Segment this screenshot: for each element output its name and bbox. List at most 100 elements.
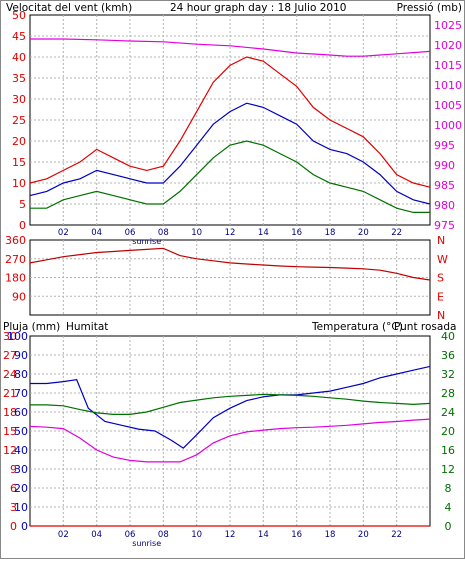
pressure-tick-label: 990 (434, 159, 455, 172)
pressure-tick-label: 1025 (434, 19, 462, 32)
x-tick-label: 02 (58, 530, 69, 540)
temperature-tick-label: 12 (441, 463, 455, 476)
rain-tick-label: 6 (10, 482, 17, 495)
rain-tick-label: 24 (3, 368, 17, 381)
rain-tick-label: 15 (3, 425, 17, 438)
humidity-tick-label: 40 (14, 444, 28, 457)
dewpoint-axis-label: Punt rosada (394, 321, 456, 333)
wind-tick-label: 5 (19, 198, 26, 211)
temperature-axis-label: Temperatura (°C) (311, 321, 403, 333)
direction-tick-label: 90 (12, 290, 26, 303)
rain-tick-label: 27 (3, 349, 17, 362)
temperature-tick-label: 32 (441, 368, 455, 381)
rain-axis-label: Pluja (mm) (3, 321, 60, 333)
wind-tick-label: 35 (12, 72, 26, 85)
pressure-tick-label: 975 (434, 219, 455, 232)
direction-tick-label: 270 (5, 253, 26, 266)
rain-tick-label: 0 (10, 520, 17, 533)
pressure-tick-label: 980 (434, 199, 455, 212)
direction-label: W (437, 253, 448, 266)
x-tick-label: 10 (191, 228, 202, 238)
humidity-tick-label: 30 (14, 463, 28, 476)
pressure-tick-label: 1000 (434, 119, 462, 132)
pressure-tick-label: 1020 (434, 39, 462, 52)
x-tick-label: 04 (91, 530, 102, 540)
rain-tick-label: 30 (3, 330, 17, 343)
series-line-temp-green (30, 393, 431, 415)
temperature-tick-label: 4 (445, 501, 452, 514)
x-tick-label: 20 (358, 228, 369, 238)
humidity-tick-label: 70 (14, 387, 28, 400)
series-line-direction (29, 247, 431, 281)
direction-label: N (437, 309, 445, 322)
temperature-tick-label: 36 (441, 349, 455, 362)
direction-label: S (437, 272, 444, 285)
temperature-tick-label: 40 (441, 330, 455, 343)
rain-tick-label: 12 (3, 444, 17, 457)
series-line-green (30, 140, 430, 213)
wind-tick-label: 20 (12, 135, 26, 148)
wind-tick-label: 30 (12, 93, 26, 106)
x-tick-label: 16 (291, 228, 302, 238)
temperature-tick-label: 24 (441, 406, 455, 419)
humidity-tick-label: 10 (14, 501, 28, 514)
pressure-tick-label: 1005 (434, 99, 462, 112)
temperature-tick-label: 8 (445, 482, 452, 495)
x-tick-label: 10 (191, 530, 202, 540)
temperature-tick-label: 28 (441, 387, 455, 400)
humidity-tick-label: 100 (7, 330, 28, 343)
humidity-axis-label: Humitat (66, 321, 108, 333)
x-tick-label: 18 (325, 530, 336, 540)
humidity-tick-label: 50 (14, 425, 28, 438)
panel-1: Velocitat del vent (kmh) 24 hour graph d… (6, 2, 462, 226)
x-tick-label: 06 (125, 530, 136, 540)
direction-label: N (437, 234, 445, 247)
sunrise-label: sunrise (132, 237, 161, 246)
x-tick-label: 02 (58, 228, 69, 238)
series-line-temp-magenta (29, 418, 431, 463)
wind-tick-label: 0 (19, 219, 26, 232)
pressure-axis-label: Pressió (mb) (397, 2, 462, 14)
x-tick-label: 16 (291, 530, 302, 540)
rain-tick-label: 3 (10, 501, 17, 514)
chart-marks: 0510152025303540455097598098599099510001… (3, 9, 462, 548)
x-tick-label: 18 (325, 228, 336, 238)
x-tick-label: 22 (391, 530, 402, 540)
temperature-tick-label: 20 (441, 425, 455, 438)
temperature-tick-label: 16 (441, 444, 455, 457)
pressure-tick-label: 995 (434, 139, 455, 152)
rain-tick-label: 18 (3, 406, 17, 419)
direction-label: E (437, 290, 444, 303)
sunrise-label: sunrise (132, 539, 161, 548)
x-tick-label: 12 (225, 228, 236, 238)
humidity-tick-label: 60 (14, 406, 28, 419)
x-tick-label: 04 (91, 228, 102, 238)
humidity-tick-label: 80 (14, 368, 28, 381)
wind-tick-label: 10 (12, 177, 26, 190)
humidity-tick-label: 20 (14, 482, 28, 495)
direction-tick-label: 360 (5, 234, 26, 247)
series-line-red (29, 56, 431, 188)
pressure-tick-label: 1015 (434, 59, 462, 72)
x-tick-label: 14 (258, 530, 269, 540)
direction-tick-label: 180 (5, 272, 26, 285)
wind-tick-label: 25 (12, 114, 26, 127)
x-tick-label: 08 (158, 530, 169, 540)
wind-tick-label: 45 (12, 30, 26, 43)
humidity-tick-label: 90 (14, 349, 28, 362)
wind-axis-label: Velocitat del vent (kmh) (6, 2, 132, 14)
pressure-tick-label: 1010 (434, 79, 462, 92)
series-line-magenta (30, 38, 431, 57)
chart-title: 24 hour graph day : 18 Julio 2010 (170, 2, 346, 14)
temperature-tick-label: 0 (445, 520, 452, 533)
panel-3: Pluja (mm) Humitat Temperatura (°C) Punt… (3, 321, 456, 527)
wind-tick-label: 15 (12, 156, 26, 169)
x-tick-label: 14 (258, 228, 269, 238)
humidity-tick-label: 0 (21, 520, 28, 533)
series-line-humidity-blue (30, 365, 431, 449)
x-tick-label: 22 (391, 228, 402, 238)
pressure-tick-label: 985 (434, 179, 455, 192)
wind-tick-label: 40 (12, 51, 26, 64)
